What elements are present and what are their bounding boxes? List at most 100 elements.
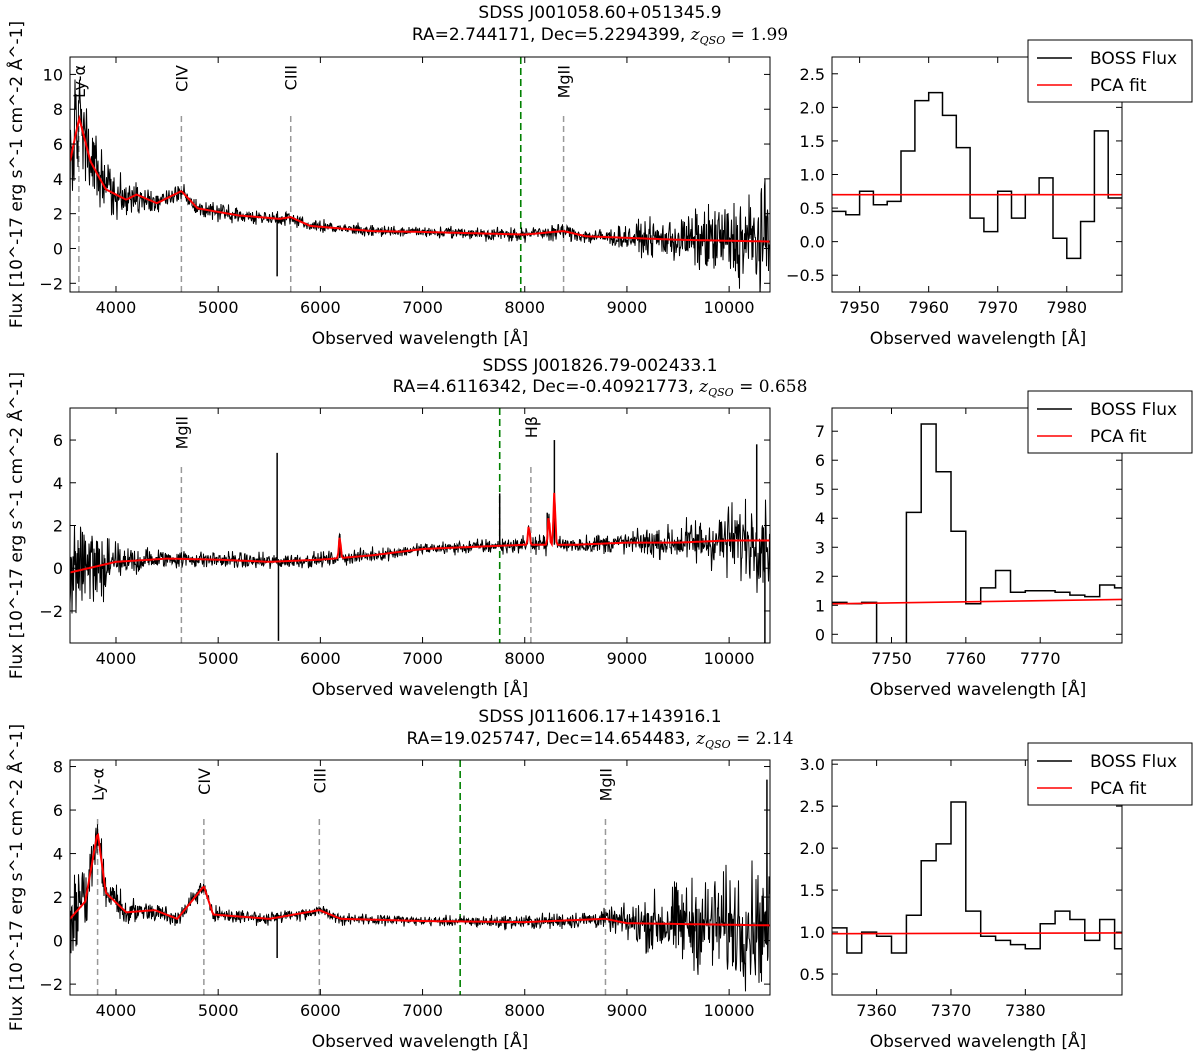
inset-plot-area	[832, 91, 1122, 260]
inset-ytick-label: 2.0	[800, 98, 825, 117]
main-ytick-label: 8	[53, 758, 63, 777]
main-xtick-label: 5000	[198, 649, 239, 668]
main-xtick-label: 7000	[402, 298, 443, 317]
legend-fit-label: PCA fit	[1090, 779, 1147, 799]
panel-2: SDSS J001826.79-002433.1RA=4.6116342, De…	[5, 356, 807, 700]
inset-ytick-label: 3.0	[800, 755, 825, 774]
main-xtick-label: 5000	[198, 1001, 239, 1020]
main-ytick-label: −2	[39, 602, 63, 621]
legend-frame	[1027, 742, 1193, 806]
x-axis-label-full: Observed wavelength [Å]	[312, 327, 529, 349]
y-axis-label: Flux [10^-17 erg s^-1 cm^-2 Å^-1]	[5, 724, 27, 1031]
main-xtick-label: 4000	[96, 298, 137, 317]
main-xtick-label: 6000	[300, 649, 341, 668]
emission-line-label: Ly-α	[70, 65, 89, 98]
main-ytick-label: 2	[53, 517, 63, 536]
inset-ytick-label: 7	[815, 422, 825, 441]
legend: BOSS Flux PCA fit	[1027, 742, 1193, 806]
main-xtick-label: 8000	[504, 649, 545, 668]
main-ytick-label: 6	[53, 431, 63, 450]
inset-xtick-label: 7950	[839, 298, 880, 317]
main-xtick-label: 10000	[704, 298, 755, 317]
x-axis-label-full: Observed wavelength [Å]	[312, 678, 529, 700]
main-ytick-label: 0	[53, 239, 63, 258]
inset-ytick-label: 0.5	[800, 965, 825, 984]
legend-frame	[1027, 390, 1193, 454]
main-axes-frame	[69, 56, 771, 293]
main-xtick-label: 5000	[198, 298, 239, 317]
plot-area	[70, 57, 770, 292]
inset-plot-area	[832, 423, 1122, 643]
inset-flux-steps	[832, 91, 1122, 260]
inset-ytick-label: 2.5	[800, 797, 825, 816]
legend: BOSS Flux PCA fit	[1027, 39, 1193, 103]
legend-fit-label: PCA fit	[1090, 76, 1147, 96]
panel-3: SDSS J011606.17+143916.1RA=19.025747, De…	[5, 707, 794, 1052]
main-xtick-label: 7000	[402, 1001, 443, 1020]
emission-line-label: CIV	[195, 768, 214, 795]
panel-1: SDSS J001058.60+051345.9RA=2.744171, Dec…	[5, 3, 788, 349]
pca-fit-series	[70, 492, 770, 574]
legend-fit-label: PCA fit	[1090, 427, 1147, 447]
main-xtick-label: 8000	[504, 1001, 545, 1020]
inset-xtick-label: 7970	[977, 298, 1018, 317]
flux-series	[70, 79, 770, 292]
panel-title: SDSS J011606.17+143916.1	[478, 707, 721, 727]
inset-xtick-label: 7360	[856, 1001, 897, 1020]
emission-line-label: MgII	[555, 65, 574, 98]
main-xtick-label: 4000	[96, 649, 137, 668]
main-ytick-label: 4	[53, 474, 63, 493]
inset-ytick-label: 5	[815, 480, 825, 499]
main-ytick-label: 0	[53, 559, 63, 578]
inset-axes-frame	[831, 407, 1123, 644]
inset-xtick-label: 7370	[931, 1001, 972, 1020]
main-ytick-label: 2	[53, 888, 63, 907]
y-axis-label: Flux [10^-17 erg s^-1 cm^-2 Å^-1]	[5, 21, 27, 328]
inset-ytick-label: 0	[815, 625, 825, 644]
inset-ytick-label: 1.0	[800, 166, 825, 185]
emission-line-label: CIII	[282, 65, 301, 90]
main-xtick-label: 9000	[607, 649, 648, 668]
legend-flux-label: BOSS Flux	[1090, 400, 1177, 420]
panel-title: SDSS J001058.60+051345.9	[478, 3, 721, 23]
panel-subtitle: RA=2.744171, Dec=5.2294399, zQSO = 1.99	[412, 25, 788, 47]
emission-line-label: MgII	[172, 416, 191, 449]
x-axis-label-full: Observed wavelength [Å]	[312, 1030, 529, 1052]
inset-plot-area	[832, 801, 1122, 954]
main-ytick-label: 10	[43, 65, 63, 84]
inset-ytick-label: 4	[815, 509, 825, 528]
inset-axes-frame	[831, 759, 1123, 996]
inset-x-axis-label: Observed wavelength [Å]	[870, 1030, 1087, 1052]
inset-panel-3: 7360 7370 7380 0.5 1.0 1.5 2.0 2.5 3.0 Observed w…	[800, 742, 1193, 1052]
main-xtick-label: 4000	[96, 1001, 137, 1020]
pca-fit-series	[70, 114, 770, 243]
inset-ytick-label: −0.5	[786, 266, 825, 285]
inset-xtick-label: 7380	[1005, 1001, 1046, 1020]
y-axis-label: Flux [10^-17 erg s^-1 cm^-2 Å^-1]	[5, 372, 27, 679]
emission-line-label: MgII	[596, 768, 615, 801]
inset-ytick-label: 1.5	[800, 881, 825, 900]
plot-area	[70, 408, 770, 643]
main-xtick-label: 10000	[704, 649, 755, 668]
main-ytick-label: −2	[39, 975, 63, 994]
inset-ytick-label: 3	[815, 538, 825, 557]
inset-pca-fit	[832, 932, 1122, 935]
inset-xtick-label: 7760	[945, 649, 986, 668]
legend-frame	[1027, 39, 1193, 103]
flux-series	[70, 824, 770, 992]
inset-xtick-label: 7750	[871, 649, 912, 668]
emission-line-label: Ly-α	[89, 768, 108, 801]
legend: BOSS Flux PCA fit	[1027, 390, 1193, 454]
emission-line-label: Hβ	[522, 416, 541, 438]
plot-area	[70, 760, 770, 995]
inset-panel-2: 7750 7760 7770 0 1 2 3 4 5 6 7 Observed wavelength …	[815, 390, 1193, 700]
flux-series	[70, 498, 770, 614]
main-ytick-label: 8	[53, 100, 63, 119]
main-xtick-label: 9000	[607, 298, 648, 317]
inset-ytick-label: 0.5	[800, 199, 825, 218]
main-ytick-label: 0	[53, 932, 63, 951]
inset-panel-1: 7950 7960 7970 7980 −0.5 0.0 0.5 1.0 1.5 2.0 2.5 Ob…	[786, 39, 1193, 349]
inset-pca-fit	[832, 598, 1122, 605]
inset-ytick-label: 1.5	[800, 132, 825, 151]
inset-ytick-label: 0.0	[800, 233, 825, 252]
